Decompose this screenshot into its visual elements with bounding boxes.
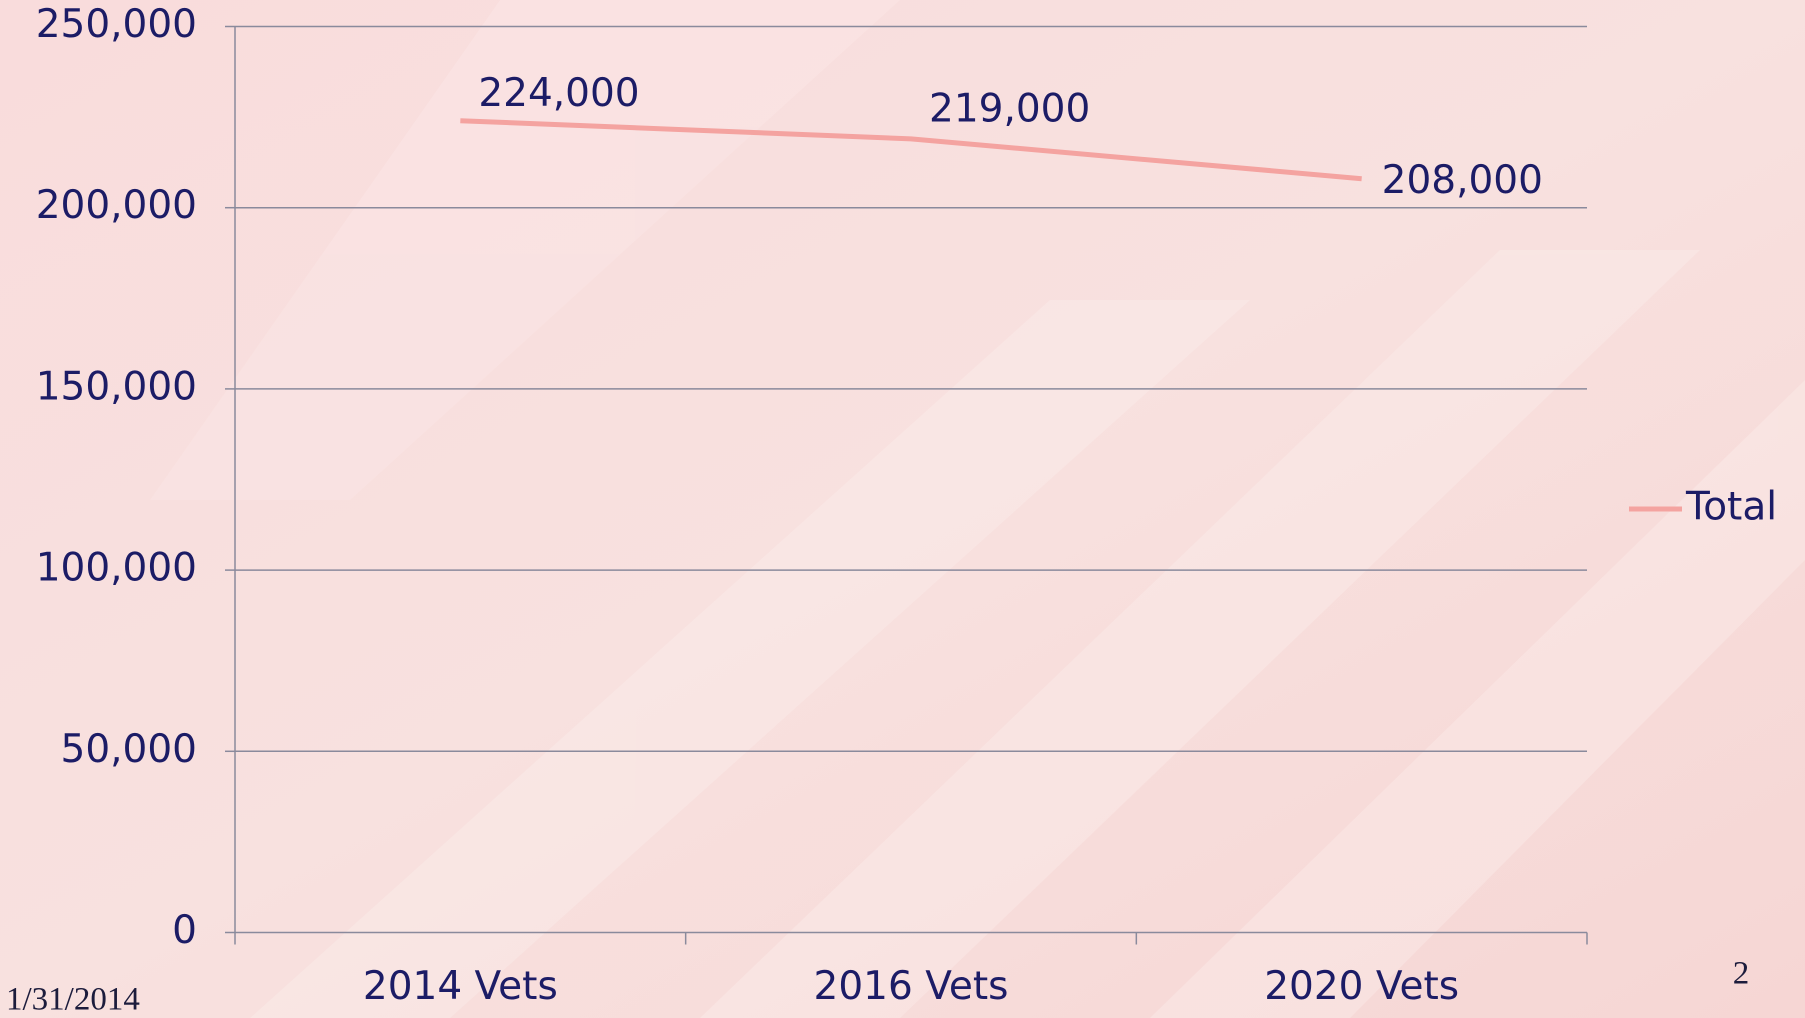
legend-label: Total: [1685, 485, 1777, 530]
y-tick-label: 0: [172, 908, 197, 953]
line-series: [460, 118, 1362, 182]
footer-date: 1/31/2014: [6, 982, 140, 1018]
x-tick-label: 2016 Vets: [814, 964, 1009, 1009]
data-label: 219,000: [929, 86, 1090, 131]
y-tick-label: 50,000: [61, 727, 197, 772]
data-label: 208,000: [1382, 158, 1543, 203]
flag-stripes: [150, 0, 1805, 1018]
y-tick-label: 150,000: [36, 364, 197, 409]
page-number: 2: [1733, 956, 1750, 992]
y-tick-label: 100,000: [36, 546, 197, 591]
data-label: 224,000: [478, 71, 639, 116]
x-tick-label: 2020 Vets: [1264, 964, 1459, 1009]
x-tick-label: 2014 Vets: [363, 964, 558, 1009]
y-tick-label: 250,000: [36, 2, 197, 47]
y-tick-label: 200,000: [36, 183, 197, 228]
